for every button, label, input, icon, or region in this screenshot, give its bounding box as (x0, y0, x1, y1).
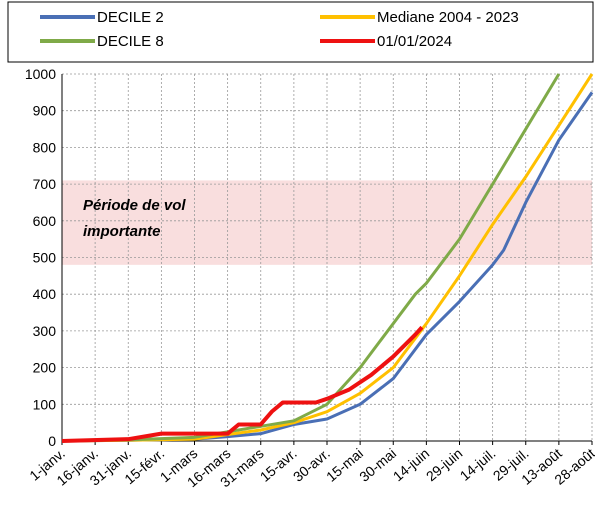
y-tick-label: 700 (33, 176, 57, 192)
y-tick-label: 800 (33, 139, 57, 155)
x-tick-label: 14-juin (390, 445, 432, 484)
legend-label: DECILE 2 (97, 9, 164, 26)
series-line (61, 73, 594, 443)
y-tick-label: 0 (48, 433, 56, 449)
legend-label: Mediane 2004 - 2023 (377, 9, 519, 26)
x-tick-label: 15-mai (323, 445, 366, 485)
y-tick-label: 200 (33, 360, 57, 376)
y-tick-label: 1000 (25, 66, 56, 82)
y-tick-label: 600 (33, 213, 57, 229)
series-line (61, 325, 424, 443)
y-tick-label: 900 (33, 103, 57, 119)
annotation: Période de vol (83, 197, 186, 214)
y-tick-label: 500 (33, 250, 57, 266)
y-tick-label: 300 (33, 323, 57, 339)
y-tick-label: 100 (33, 396, 57, 412)
legend-label: DECILE 8 (97, 33, 164, 50)
legend-label: 01/01/2024 (377, 33, 452, 50)
y-tick-label: 400 (33, 286, 57, 302)
x-tick-label: 29-juin (423, 445, 465, 484)
x-tick-label: 30-avr. (290, 445, 333, 485)
x-tick-label: 30-mai (356, 445, 399, 485)
x-tick-label: 14-juil. (457, 445, 499, 484)
legend-box (7, 1, 594, 63)
annotation: importante (83, 223, 161, 240)
x-tick-label: 15-avr. (257, 445, 300, 485)
